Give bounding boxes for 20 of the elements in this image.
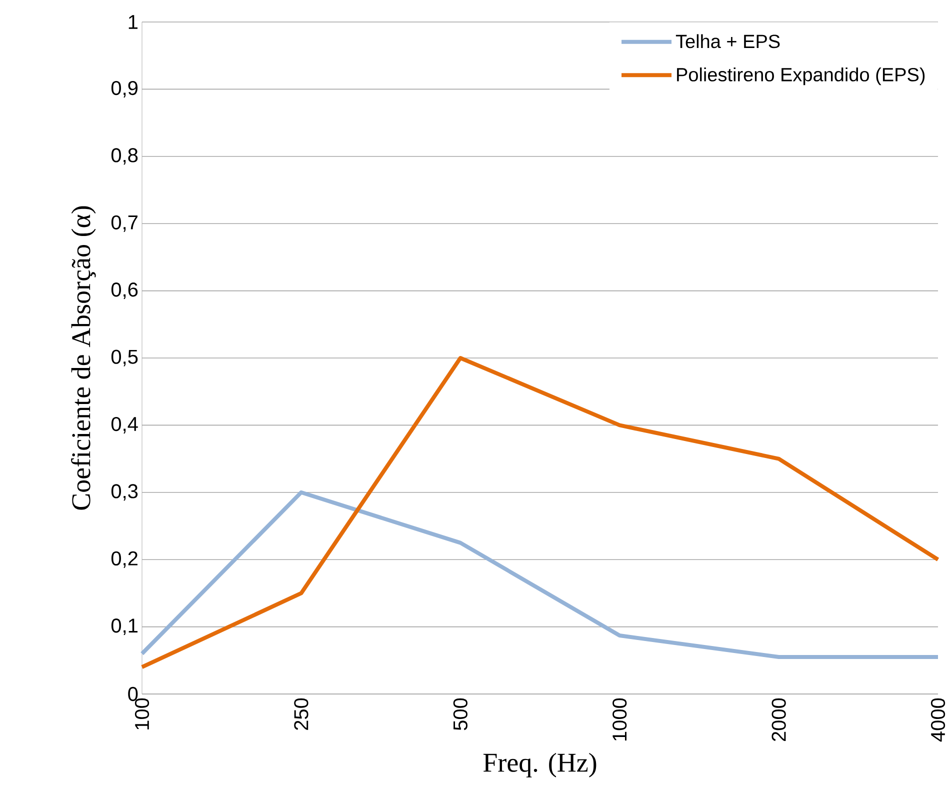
y-tick-label: 1 xyxy=(128,15,138,29)
x-axis-title: Freq. (Hz) xyxy=(483,752,596,778)
y-tick-label: 0,3 xyxy=(111,484,138,501)
y-tick-label: 0,5 xyxy=(111,350,138,366)
y-tick-label: 0,8 xyxy=(111,148,138,165)
y-tick-label: 0,2 xyxy=(111,551,138,568)
y-tick-label: 0,1 xyxy=(111,618,138,636)
legend-label: Poliestireno Expandido (EPS) xyxy=(677,67,925,86)
line-series xyxy=(140,356,940,670)
y-axis-title: Coeficiente de Absorção (α) xyxy=(71,206,96,510)
legend-label: Telha + EPS xyxy=(676,34,780,48)
y-tick-label: 0,6 xyxy=(111,282,138,300)
x-tick-label: 2000 xyxy=(772,698,786,742)
x-tick-label: 1000 xyxy=(612,698,627,741)
y-tick-label: 0,7 xyxy=(111,215,138,232)
y-tick-label: 0,9 xyxy=(111,80,138,98)
x-tick-label: 4000 xyxy=(930,698,946,742)
x-tick-label: 500 xyxy=(453,698,468,730)
x-tick-label: 250 xyxy=(294,698,308,730)
y-tick-label: 0,4 xyxy=(111,416,138,434)
